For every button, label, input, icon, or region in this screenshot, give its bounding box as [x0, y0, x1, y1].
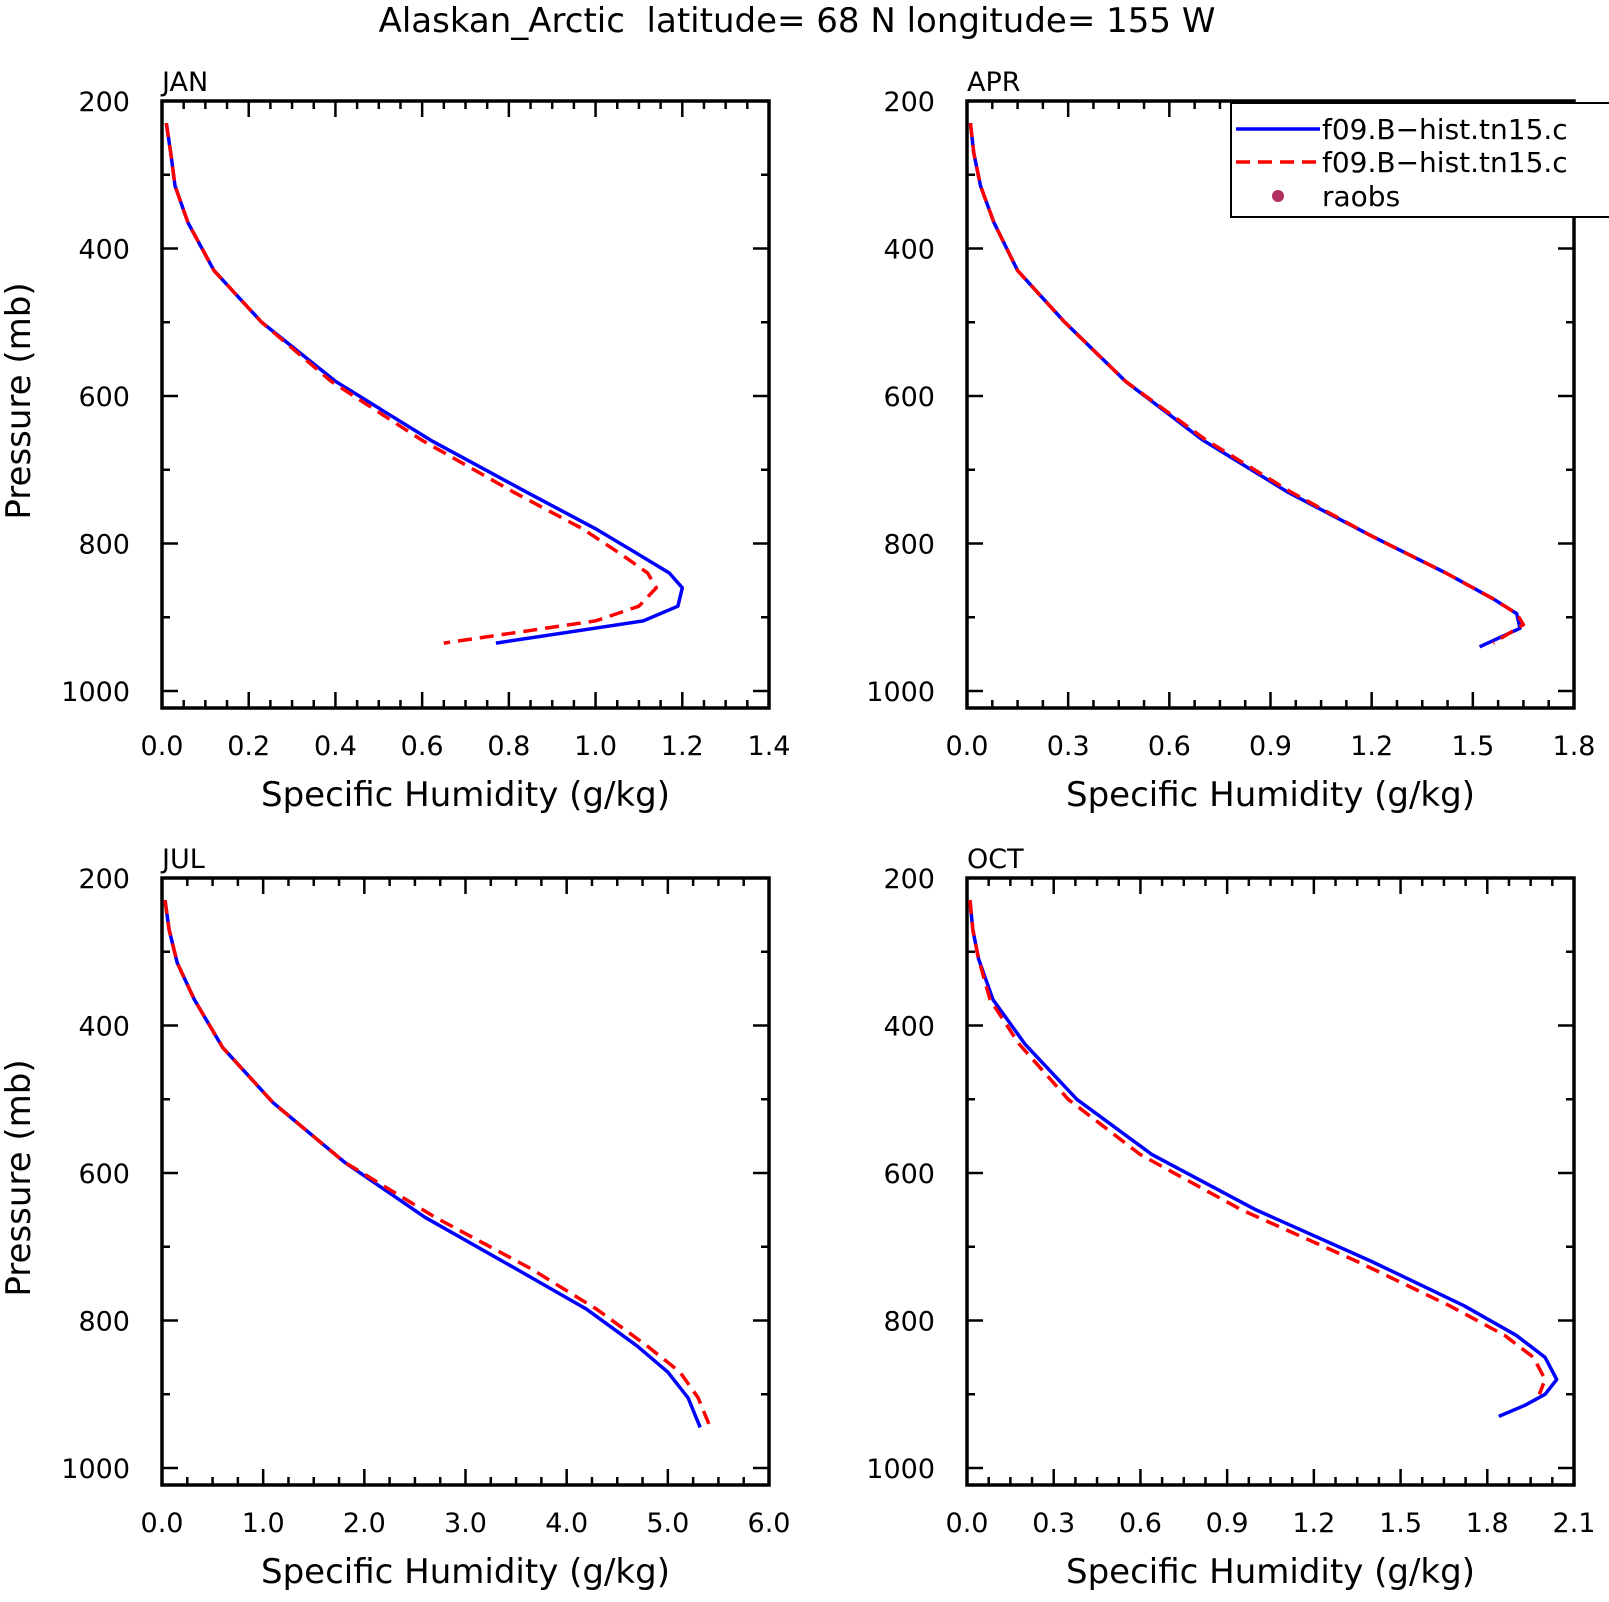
x-axis-label: Specific Humidity (g/kg) — [1066, 1552, 1475, 1592]
y-tick-label: 200 — [883, 87, 935, 118]
y-tick-label: 600 — [883, 1159, 935, 1190]
x-tick-label: 0.9 — [1206, 1508, 1249, 1539]
x-tick-label: 1.8 — [1553, 731, 1596, 762]
x-tick-label: 5.0 — [646, 1508, 689, 1539]
series-line-dashed — [968, 122, 1526, 645]
y-tick-label: 400 — [883, 1012, 935, 1043]
x-axis-label: Specific Humidity (g/kg) — [261, 775, 670, 815]
x-tick-label: 0.6 — [1119, 1508, 1162, 1539]
panel-title: OCT — [967, 844, 1024, 875]
y-tick-label: 600 — [78, 1159, 130, 1190]
panel-apr: APR 0.0 0.3 0.6 0.9 1.2 1.5 1.8 200 400 600 800 1000… — [866, 67, 1595, 815]
x-tick-label: 0.4 — [314, 731, 357, 762]
series-line-solid — [163, 899, 702, 1429]
legend-swatch-dot — [1272, 190, 1284, 202]
y-tick-label: 600 — [78, 382, 130, 413]
x-tick-label: 0.9 — [1249, 731, 1292, 762]
panel-jul: JUL 0.0 1.0 2.0 3.0 4.0 5.0 6.0 200 400 600 800 1000… — [0, 844, 790, 1592]
x-tick-label: 1.4 — [748, 731, 791, 762]
y-tick-label: 400 — [883, 235, 935, 266]
y-tick-label: 200 — [78, 87, 130, 118]
series-line-dashed — [164, 122, 659, 645]
panel-title: JUL — [160, 844, 205, 875]
y-tick-label: 1000 — [866, 677, 935, 708]
y-tick-label: 1000 — [866, 1454, 935, 1485]
plot-frame — [160, 99, 771, 710]
x-tick-label: 0.3 — [1047, 731, 1090, 762]
series-line-dashed — [968, 899, 1547, 1395]
x-tick-label: 4.0 — [545, 1508, 588, 1539]
series-line-dashed — [163, 899, 712, 1429]
x-tick-label: 0.0 — [946, 1508, 989, 1539]
x-tick-label: 3.0 — [444, 1508, 487, 1539]
y-tick-label: 400 — [78, 1012, 130, 1043]
x-tick-label: 0.3 — [1032, 1508, 1075, 1539]
y-axis-label: Pressure (mb) — [0, 1059, 39, 1296]
panel-oct: OCT 0.0 0.3 0.6 0.9 1.2 1.5 1.8 2.1 200 400 600 800 1… — [866, 844, 1595, 1592]
legend-label-3: raobs — [1322, 180, 1400, 213]
y-tick-label: 800 — [883, 1307, 935, 1338]
x-tick-label: 1.8 — [1466, 1508, 1509, 1539]
y-tick-label: 800 — [78, 530, 130, 561]
panel-title: APR — [967, 67, 1021, 98]
x-tick-label: 0.6 — [1148, 731, 1191, 762]
x-tick-label: 1.5 — [1379, 1508, 1422, 1539]
x-tick-label: 1.2 — [661, 731, 704, 762]
y-axis-label: Pressure (mb) — [0, 282, 39, 519]
y-tick-label: 400 — [78, 235, 130, 266]
y-tick-label: 600 — [883, 382, 935, 413]
figure-title: Alaskan_Arctic latitude= 68 N longitude=… — [379, 1, 1216, 41]
x-tick-label: 0.0 — [946, 731, 989, 762]
y-tick-label: 1000 — [61, 1454, 130, 1485]
x-tick-label: 2.1 — [1553, 1508, 1596, 1539]
y-tick-label: 800 — [78, 1307, 130, 1338]
x-tick-label: 2.0 — [343, 1508, 386, 1539]
y-tick-label: 200 — [78, 864, 130, 895]
y-tick-label: 200 — [883, 864, 935, 895]
plot-frame — [160, 876, 771, 1487]
legend-box — [1230, 102, 1609, 218]
x-tick-label: 1.5 — [1451, 731, 1494, 762]
legend-label-1: f09.B−hist.tn15.c — [1322, 113, 1568, 146]
x-tick-label: 0.2 — [227, 731, 270, 762]
x-tick-label: 0.8 — [487, 731, 530, 762]
plot-frame — [965, 876, 1576, 1487]
x-tick-label: 1.0 — [242, 1508, 285, 1539]
y-tick-label: 1000 — [61, 677, 130, 708]
x-tick-label: 6.0 — [748, 1508, 791, 1539]
x-axis-label: Specific Humidity (g/kg) — [261, 1552, 670, 1592]
x-axis-label: Specific Humidity (g/kg) — [1066, 775, 1475, 815]
legend: f09.B−hist.tn15.c f09.B−hist.tn15.c raob… — [1230, 102, 1609, 218]
x-tick-label: 0.0 — [141, 1508, 184, 1539]
legend-label-2: f09.B−hist.tn15.c — [1322, 146, 1568, 179]
y-tick-label: 800 — [883, 530, 935, 561]
x-tick-label: 1.0 — [574, 731, 617, 762]
x-tick-label: 1.2 — [1292, 1508, 1335, 1539]
series-line-solid — [164, 122, 685, 645]
x-tick-label: 1.2 — [1350, 731, 1393, 762]
panel-jan: JAN 0.0 0.2 0.4 0.6 0.8 1.0 1.2 1.4 200 400 600 800 1… — [0, 67, 790, 815]
x-tick-label: 0.0 — [141, 731, 184, 762]
x-tick-label: 0.6 — [401, 731, 444, 762]
series-line-solid — [968, 899, 1559, 1419]
panel-title: JAN — [160, 67, 208, 98]
